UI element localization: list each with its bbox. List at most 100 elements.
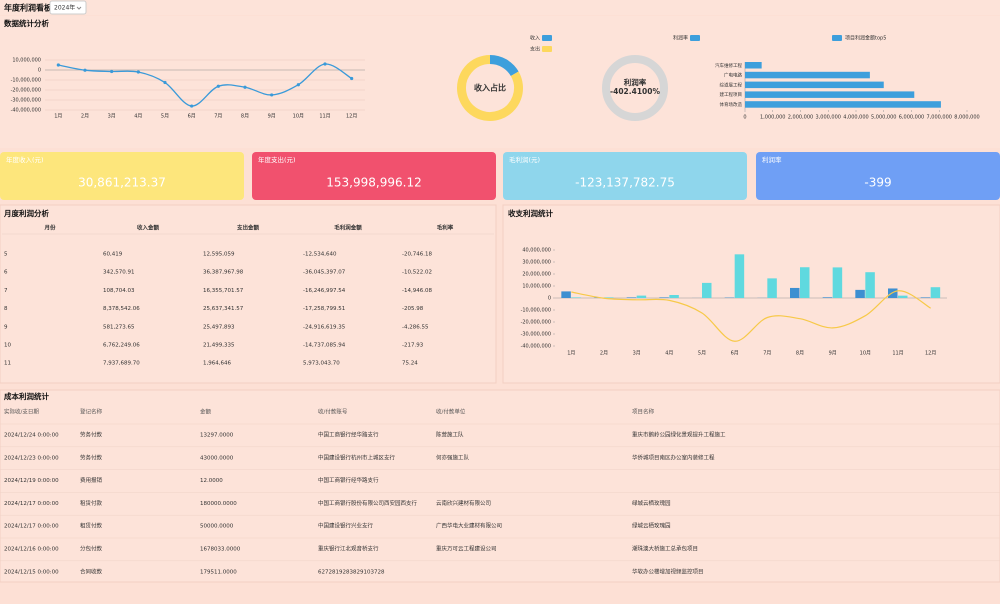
x-tick-label: 6月 <box>188 114 196 120</box>
table-header: 月份 <box>43 224 56 232</box>
table-cell: 342,570.91 <box>103 270 135 276</box>
bar <box>745 91 914 98</box>
legend-label: 支出 <box>530 46 540 53</box>
table-cell: -14,946.08 <box>402 288 432 294</box>
table-header: 毛利润金额 <box>334 224 362 232</box>
table-cell: 12,595,059 <box>203 252 235 258</box>
table-cell: -17,258,799.51 <box>303 306 345 312</box>
table-cell: 中国工商银行经华路支行 <box>318 431 379 439</box>
table-cell: 50000.0000 <box>200 524 234 530</box>
table-cell: 6,762,249.06 <box>103 343 140 349</box>
table-cell: 分包付款 <box>80 545 103 553</box>
y-tick-label: 20,000,000 <box>522 272 551 278</box>
bar <box>898 296 908 298</box>
table-cell: 2024/12/24 0:00:00 <box>4 433 59 439</box>
table-cell: 36,387,967.98 <box>203 270 244 276</box>
x-tick-label: 6月 <box>731 351 739 357</box>
x-tick-label: 3月 <box>633 351 641 357</box>
table-cell: 潮珠澳大桥施工总承包项目 <box>632 545 698 553</box>
point <box>323 62 326 65</box>
year-select-value[interactable]: 2024年 <box>54 4 75 12</box>
table-cell: -14,737,085.94 <box>303 343 346 349</box>
point <box>297 83 300 86</box>
bar <box>561 291 571 298</box>
x-tick-label: 4,000,000 <box>843 115 868 121</box>
bar <box>865 272 875 298</box>
bar <box>833 267 843 298</box>
table-cell: -12,534,640 <box>303 252 337 258</box>
y-tick-label: -20,000,000 <box>521 320 551 326</box>
y-tick-label: -10,000,000 <box>11 78 41 84</box>
table-cell: 劳务付款 <box>80 453 103 461</box>
kpi-label: 年度收入(元) <box>6 155 44 164</box>
y-tick-label: 汽车维修工程 <box>715 62 742 69</box>
y-tick-label: 建工程项目 <box>720 91 743 98</box>
table-cell: 华侨城项目南区办公室内装修工程 <box>632 453 715 461</box>
gauge-value: -402.4100% <box>610 87 660 96</box>
legend-label: 收入 <box>530 35 540 42</box>
table-cell: 581,273.65 <box>103 324 135 330</box>
x-tick-label: 9月 <box>268 114 276 120</box>
table-cell: 重庆万可云工程建设公司 <box>436 545 497 553</box>
x-tick-label: 6,000,000 <box>899 115 924 121</box>
table-cell: 6 <box>4 270 8 276</box>
donut-center-label: 收入占比 <box>474 83 506 93</box>
table-cell: 7,937,689.70 <box>103 361 140 367</box>
x-tick-label: 9月 <box>829 351 837 357</box>
bar <box>921 297 931 298</box>
table-cell: 劳务付款 <box>80 431 103 439</box>
point <box>217 85 220 88</box>
table-cell: 25,637,341.57 <box>203 306 244 312</box>
table-cell: 25,497,893 <box>203 324 235 330</box>
table-cell: -24,916,619.35 <box>303 324 346 330</box>
table-cell: 中国建设银行杭州市上城区支行 <box>318 453 396 461</box>
kpi-value: 153,998,996.12 <box>326 176 421 190</box>
x-tick-label: 8,000,000 <box>954 115 979 121</box>
y-tick-label: 30,000,000 <box>522 260 551 266</box>
x-tick-label: 8月 <box>796 351 804 357</box>
bar <box>627 297 637 298</box>
x-tick-label: 3,000,000 <box>816 115 841 121</box>
panel-title: 成本利润统计 <box>4 391 49 401</box>
bar <box>669 295 679 298</box>
table-cell: 中国工商银行股份有限公司西安园西支行 <box>318 499 418 507</box>
table-cell: 2024/12/17 0:00:00 <box>4 524 59 530</box>
y-tick-label: 0 <box>548 296 551 302</box>
cost-panel <box>0 390 1000 582</box>
table-cell: -10,522.02 <box>402 270 432 276</box>
table-cell: 180000.0000 <box>200 501 237 507</box>
table-cell: 8 <box>4 306 8 312</box>
y-tick-label: 40,000,000 <box>522 248 551 254</box>
bar <box>855 290 865 298</box>
panel-title: 收支利润统计 <box>508 208 553 218</box>
table-cell: 16,355,701.57 <box>203 288 244 294</box>
x-tick-label: 11月 <box>319 114 330 120</box>
y-tick-label: 综道展工程 <box>720 81 743 88</box>
table-cell: 合同收款 <box>80 567 103 575</box>
table-cell: 8,378,542.06 <box>103 306 140 312</box>
x-tick-label: 4月 <box>665 351 673 357</box>
table-header: 收入金额 <box>137 224 160 232</box>
bar <box>823 297 833 298</box>
table-cell: 2024/12/16 0:00:00 <box>4 547 59 553</box>
x-tick-label: 5月 <box>698 351 706 357</box>
x-tick-label: 5月 <box>161 114 169 120</box>
kpi-value: 30,861,213.37 <box>78 176 166 190</box>
table-header: 支出金额 <box>236 224 260 232</box>
table-cell: 1678033.0000 <box>200 547 241 553</box>
point <box>137 70 140 73</box>
table-cell: -20,746.18 <box>402 252 432 258</box>
x-tick-label: 2,000,000 <box>788 115 813 121</box>
monthly-panel <box>0 205 496 383</box>
table-cell: 7 <box>4 288 8 294</box>
table-cell: 广西华电大业建材有限公司 <box>436 522 502 530</box>
legend-swatch <box>832 35 842 41</box>
header-bar <box>0 0 1000 15</box>
x-tick-label: 4月 <box>134 114 142 120</box>
point <box>243 86 246 89</box>
y-tick-label: -10,000,000 <box>521 308 551 314</box>
panel-title: 数据统计分析 <box>4 18 49 28</box>
bar <box>702 283 712 298</box>
x-tick-label: 12月 <box>346 114 357 120</box>
